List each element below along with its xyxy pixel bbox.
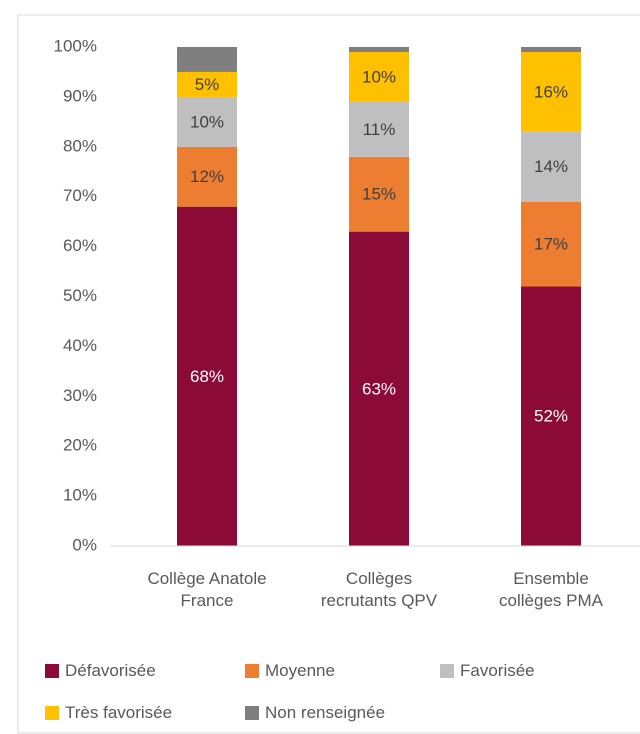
data-label: 16% [534,82,568,101]
legend-swatch [245,664,259,678]
y-tick-label: 30% [63,386,97,405]
y-tick-label: 90% [63,86,97,105]
data-label: 14% [534,157,568,176]
legend-label: Moyenne [265,661,335,680]
x-tick-label: Collèges recrutants QPV [320,569,438,610]
bar-segment [349,51,409,102]
legend-item: Favorisée [440,661,535,681]
legend-item: Très favorisée [45,703,172,723]
data-label: 5% [195,75,220,94]
bar-segment [177,47,237,72]
data-label: 11% [363,120,396,139]
bar-segment [177,71,237,97]
y-tick-label: 40% [63,336,97,355]
y-tick-label: 50% [63,286,97,305]
legend-item: Moyenne [245,661,335,681]
y-tick-label: 20% [63,436,97,455]
bar-segment [521,47,581,52]
y-tick-label: 0% [72,535,97,554]
y-tick-label: 80% [63,136,97,155]
y-tick-label: 10% [63,486,97,505]
x-tick-label: Collège Anatole France [147,569,267,610]
chart-border [17,14,640,734]
data-label: 17% [534,235,568,254]
data-label: 10% [190,112,224,131]
y-tick-label: 100% [54,36,97,55]
data-label: 52% [534,407,568,426]
legend-swatch [440,664,454,678]
data-label: 63% [362,379,396,398]
bar-segment [177,146,237,207]
bar-segment [521,51,581,132]
bar-segment [521,286,581,546]
legend-label: Favorisée [460,661,535,680]
legend-label: Non renseignée [265,703,386,722]
bar-segment [349,47,409,52]
bar-segment [177,206,237,546]
legend-swatch [45,664,59,678]
bar-segment [521,201,581,287]
legend-item: Défavorisée [45,661,156,681]
bar-segment [177,96,237,147]
bar-segment [349,156,409,232]
data-label: 12% [190,167,224,186]
legend-label: Très favorisée [65,703,173,722]
data-label: 15% [362,185,396,204]
legend-item: Non renseignée [245,703,385,723]
y-tick-label: 70% [63,186,97,205]
bar-segment [521,131,581,202]
y-tick-label: 60% [63,236,97,255]
legend-swatch [45,706,59,720]
data-label: 10% [362,67,396,86]
legend-swatch [245,706,259,720]
x-tick-label: Ensemble collèges PMA [499,569,603,610]
bar-segment [349,231,409,546]
data-label: 68% [190,367,224,386]
legend-label: Défavorisée [65,661,156,680]
bar-segment [349,101,409,157]
